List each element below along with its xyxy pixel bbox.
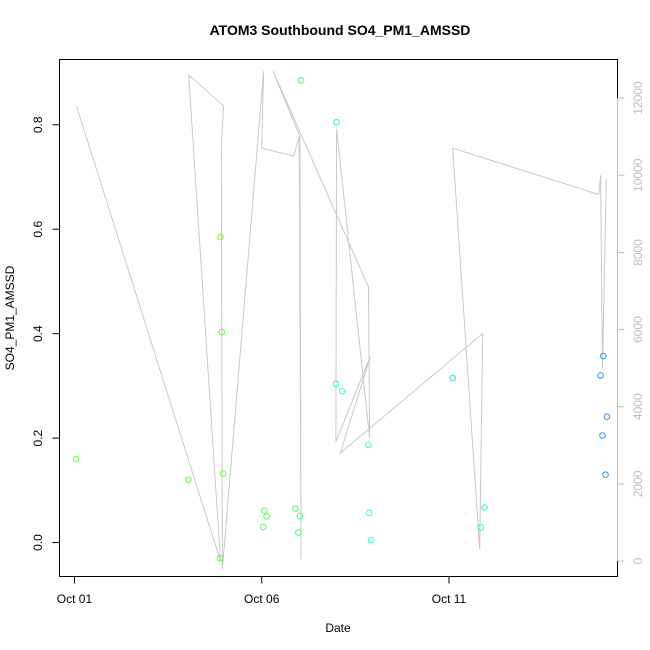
y2-tick-label: 12000 bbox=[631, 81, 645, 115]
data-point bbox=[297, 77, 305, 84]
line-series bbox=[75, 70, 607, 569]
data-point bbox=[365, 509, 373, 517]
data-point bbox=[449, 374, 457, 382]
data-point bbox=[332, 380, 340, 388]
data-point bbox=[365, 441, 372, 449]
x-tick-label: Oct 06 bbox=[244, 592, 280, 606]
data-point bbox=[72, 455, 80, 463]
data-point bbox=[481, 504, 488, 511]
data-point bbox=[597, 372, 604, 379]
y-tick-label: 0.0 bbox=[31, 534, 45, 551]
data-point bbox=[218, 328, 225, 336]
chart-title: ATOM3 Southbound SO4_PM1_AMSSD bbox=[210, 22, 471, 38]
x-tick-label: Oct 01 bbox=[57, 592, 93, 606]
data-point bbox=[261, 507, 268, 515]
series-line bbox=[75, 70, 607, 569]
y2-tick-label: 6000 bbox=[631, 316, 645, 343]
data-point bbox=[259, 523, 267, 531]
y-tick-label: 0.4 bbox=[31, 325, 45, 342]
data-point bbox=[338, 387, 346, 395]
data-point bbox=[263, 513, 270, 520]
y2-tick-label: 8000 bbox=[631, 239, 645, 266]
y-axis-right: 0 2000 4000 6000 8000 10000 12000 bbox=[617, 81, 645, 564]
y2-tick-label: 2000 bbox=[631, 470, 645, 497]
data-point bbox=[602, 471, 609, 479]
data-point bbox=[295, 529, 302, 536]
data-point bbox=[367, 536, 375, 544]
data-point bbox=[292, 505, 299, 512]
y-tick-label: 0.2 bbox=[31, 429, 45, 446]
y-axis-left: 0.0 0.2 0.4 0.6 0.8 bbox=[31, 116, 60, 551]
x-tick-label: Oct 11 bbox=[432, 592, 467, 606]
y-axis-label: SO4_PM1_AMSSD bbox=[3, 265, 17, 370]
x-axis: Oct 01 Oct 06 Oct 11 bbox=[57, 576, 467, 606]
y2-tick-label: 10000 bbox=[631, 158, 645, 192]
data-point bbox=[219, 470, 227, 477]
data-point bbox=[296, 512, 304, 520]
data-point bbox=[600, 352, 607, 360]
y2-tick-label: 4000 bbox=[631, 393, 645, 420]
data-point bbox=[216, 554, 224, 562]
data-point bbox=[217, 233, 224, 241]
x-axis-label: Date bbox=[325, 621, 351, 635]
data-point bbox=[603, 413, 611, 421]
y-tick-label: 0.6 bbox=[31, 221, 45, 238]
y-tick-label: 0.8 bbox=[31, 116, 45, 133]
data-point bbox=[333, 118, 340, 126]
y2-tick-label: 0 bbox=[631, 557, 645, 564]
data-point bbox=[477, 524, 485, 531]
data-point bbox=[185, 476, 192, 484]
point-series bbox=[72, 77, 611, 562]
data-point bbox=[599, 432, 606, 439]
